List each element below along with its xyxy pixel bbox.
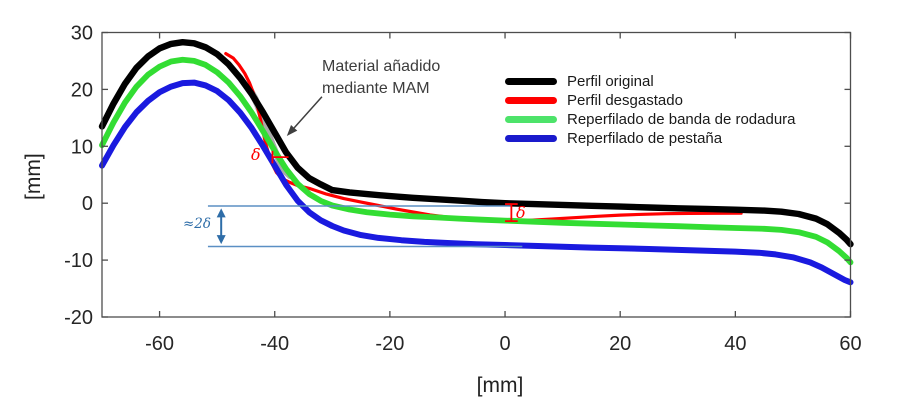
axes-box xyxy=(101,31,852,318)
y-tick-label: -10 xyxy=(64,250,93,272)
x-tick-label: -60 xyxy=(145,333,174,355)
x-tick-label: 0 xyxy=(499,333,510,355)
material-added-annotation-line1: Material añadido xyxy=(322,58,441,75)
x-tick-label: -20 xyxy=(375,333,404,355)
x-tick-label: 60 xyxy=(839,333,861,355)
flange-delta-label: δ xyxy=(251,145,261,164)
y-tick-label: 0 xyxy=(82,193,93,215)
y-tick-label: -20 xyxy=(64,307,93,329)
y-tick-label: 10 xyxy=(71,136,93,158)
legend-swatch-perfil-original xyxy=(505,78,557,85)
material-added-annotation-line2: mediante MAM xyxy=(322,80,430,97)
series-reperfilado-pestana xyxy=(99,79,854,286)
legend-swatch-reperfilado-pestana xyxy=(505,135,557,142)
material-arrow-shaft xyxy=(293,96,323,129)
legend-item-reperfilado-banda: Reperfilado de banda de rodadura xyxy=(505,110,796,129)
legend-swatch-perfil-desgastado xyxy=(505,97,557,104)
double-arrow-head-bottom xyxy=(216,235,226,245)
legend-label: Reperfilado de banda de rodadura xyxy=(567,111,796,128)
material-arrow-head xyxy=(286,125,298,137)
approx-2delta-label: ≈2δ xyxy=(183,216,212,232)
legend-item-reperfilado-pestana: Reperfilado de pestaña xyxy=(505,129,796,148)
double-arrow-head-top xyxy=(216,208,226,218)
material-added-annotation: Material añadido mediante MAM xyxy=(322,56,440,100)
legend-swatch-reperfilado-banda xyxy=(505,116,557,123)
legend-item-perfil-original: Perfil original xyxy=(505,72,796,91)
legend-label: Reperfilado de pestaña xyxy=(567,130,723,147)
y-tick-label: 20 xyxy=(71,79,93,101)
legend-label: Perfil desgastado xyxy=(567,92,683,109)
series-reperfilado-banda xyxy=(99,56,854,266)
y-tick-label: 30 xyxy=(71,23,93,45)
y-axis-label: [mm] xyxy=(22,153,45,200)
x-axis-label: [mm] xyxy=(476,374,524,397)
x-tick-label: 40 xyxy=(724,333,746,355)
legend-label: Perfil original xyxy=(567,73,654,90)
tread-delta-label: δ xyxy=(516,203,526,222)
legend: Perfil original Perfil desgastado Reperf… xyxy=(505,72,796,148)
x-tick-label: -40 xyxy=(260,333,289,355)
series-perfil-original xyxy=(98,39,854,248)
legend-item-perfil-desgastado: Perfil desgastado xyxy=(505,91,796,110)
x-tick-label: 20 xyxy=(609,333,631,355)
